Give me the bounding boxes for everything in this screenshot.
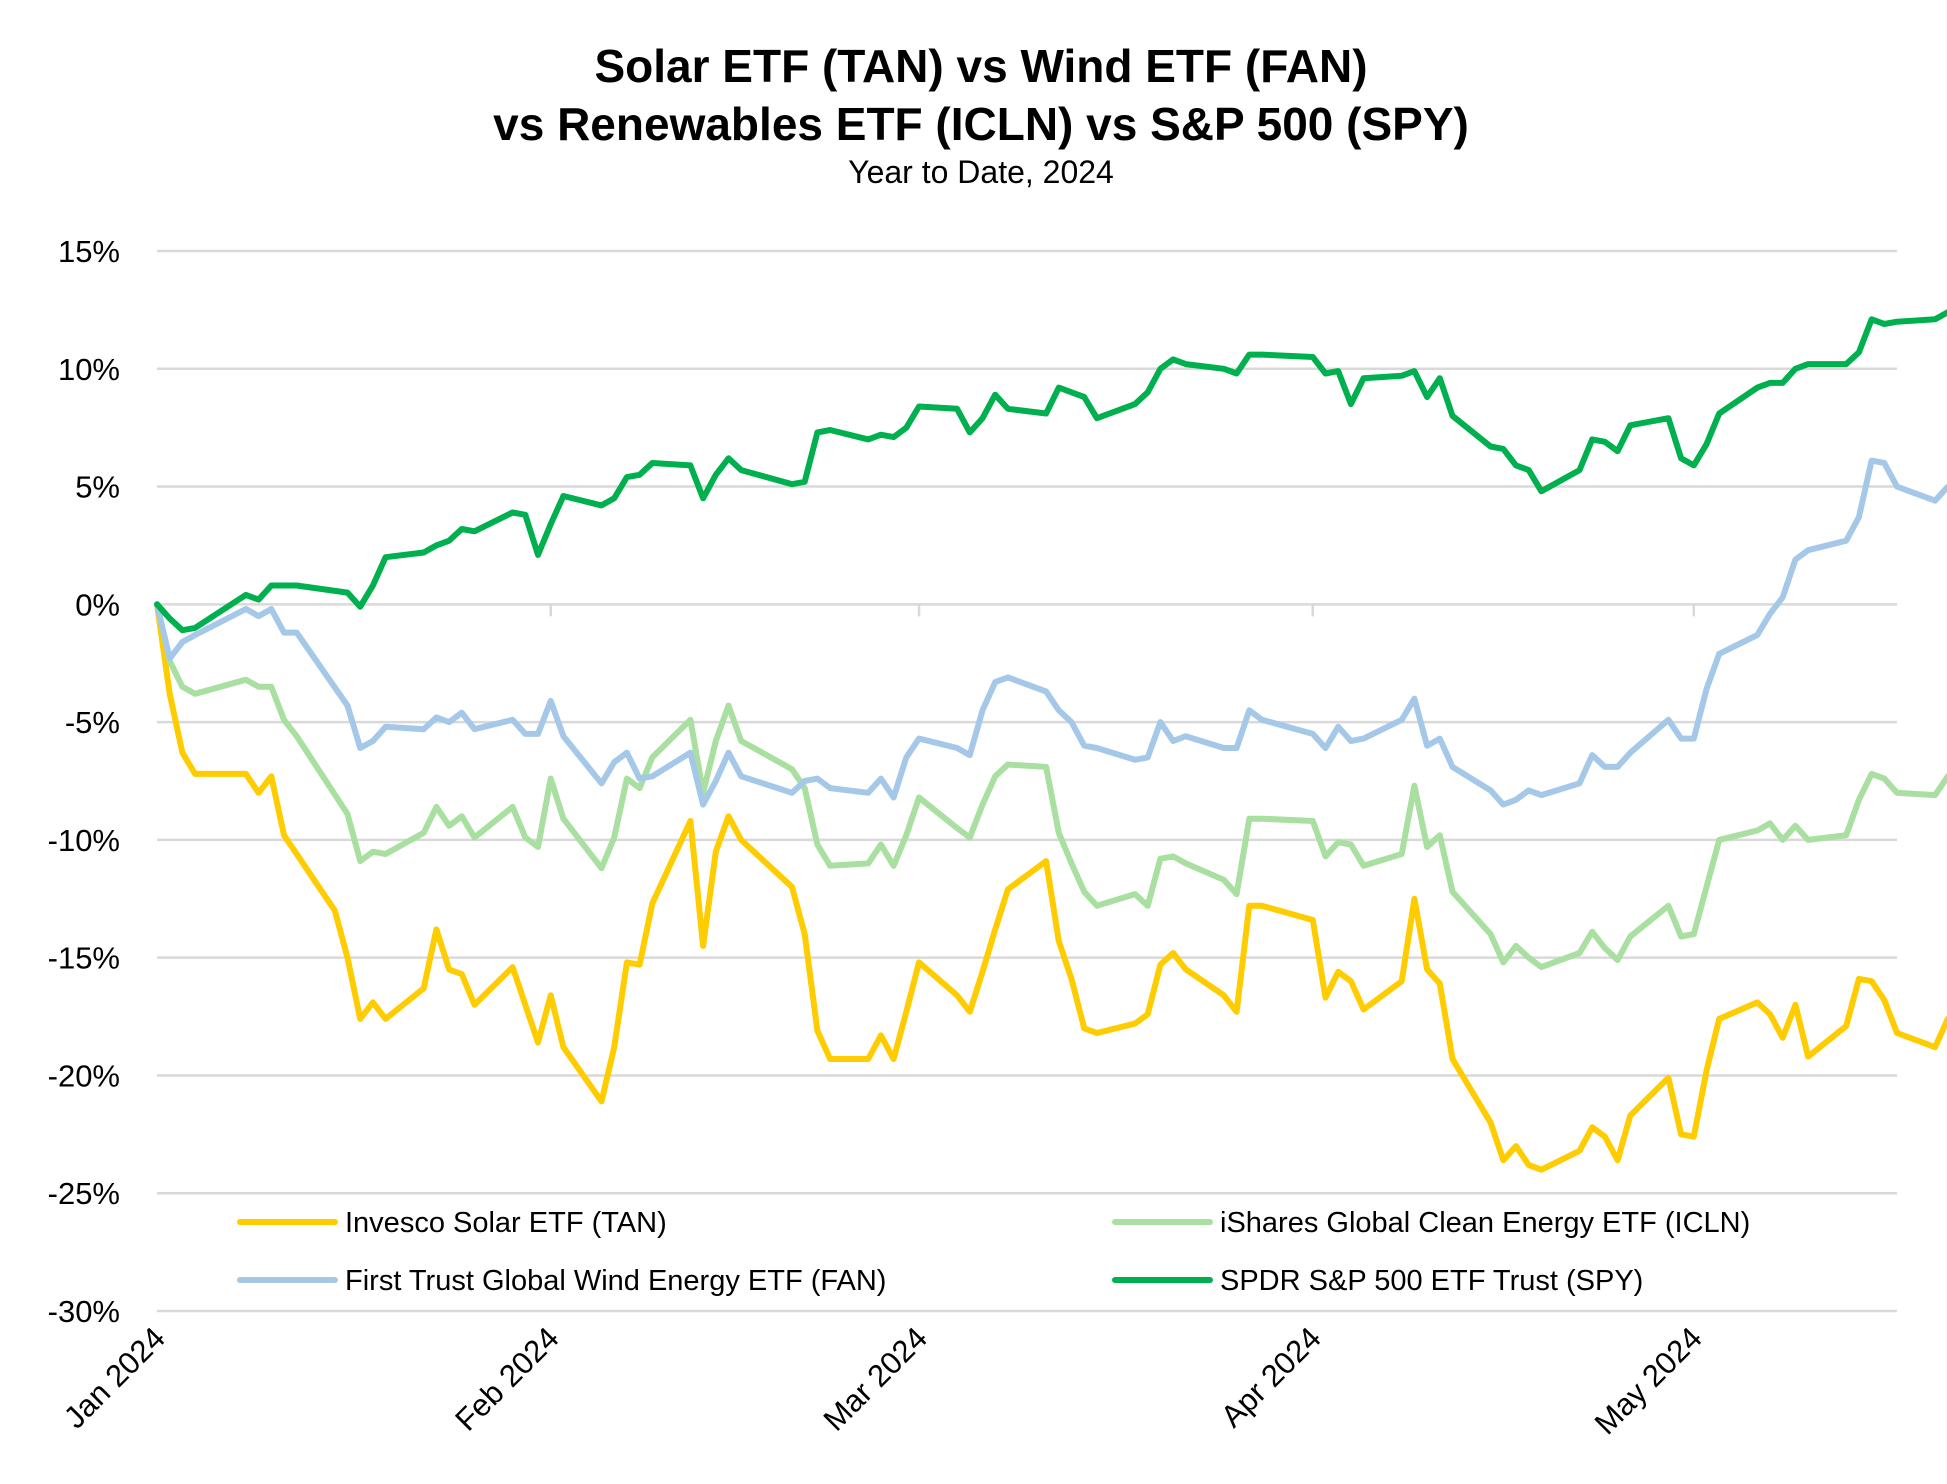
y-tick-label: 15% <box>58 234 120 269</box>
y-tick-label: -15% <box>48 941 120 976</box>
x-tick-label: Feb 2024 <box>448 1320 565 1437</box>
series-line-0 <box>154 601 1947 1173</box>
legend-label: First Trust Global Wind Energy ETF (FAN) <box>345 1265 886 1297</box>
x-tick-label: Jan 2024 <box>57 1320 172 1435</box>
y-tick-label: -10% <box>48 823 120 858</box>
legend: Invesco Solar ETF (TAN) iShares Global Cl… <box>237 1207 1750 1297</box>
y-tick-label: -5% <box>65 705 120 740</box>
y-tick-label: 10% <box>58 352 120 387</box>
y-tick-label: -30% <box>48 1294 120 1329</box>
legend-label: Invesco Solar ETF (TAN) <box>345 1207 667 1239</box>
x-tick-label: May 2024 <box>1588 1320 1709 1441</box>
y-tick-label: 5% <box>75 470 120 505</box>
legend-label: iShares Global Clean Energy ETF (ICLN) <box>1220 1207 1750 1239</box>
chart-title-line2: vs Renewables ETF (ICLN) vs S&P 500 (SPY… <box>493 98 1469 150</box>
y-tick-label: -20% <box>48 1058 120 1093</box>
x-tick-label: Mar 2024 <box>817 1320 934 1437</box>
x-axis-ticks: Jan 2024 Feb 2024 Mar 2024 Apr 2024 May 2024 <box>57 604 1709 1441</box>
y-tick-label: 0% <box>75 587 120 622</box>
chart-subtitle: Year to Date, 2024 <box>848 154 1114 190</box>
x-tick-label: Apr 2024 <box>1214 1320 1328 1434</box>
y-axis-ticks: 15% 10% 5% 0% -5% -10% -15% -20% -25% -30% <box>48 234 120 1329</box>
y-tick-label: -25% <box>48 1176 120 1211</box>
plot-area <box>154 309 1947 1173</box>
series-line-3 <box>154 309 1947 634</box>
legend-label: SPDR S&P 500 ETF Trust (SPY) <box>1220 1265 1643 1297</box>
series-line-1 <box>154 601 1947 971</box>
series-line-2 <box>154 457 1947 808</box>
chart-title-line1: Solar ETF (TAN) vs Wind ETF (FAN) <box>594 40 1367 92</box>
